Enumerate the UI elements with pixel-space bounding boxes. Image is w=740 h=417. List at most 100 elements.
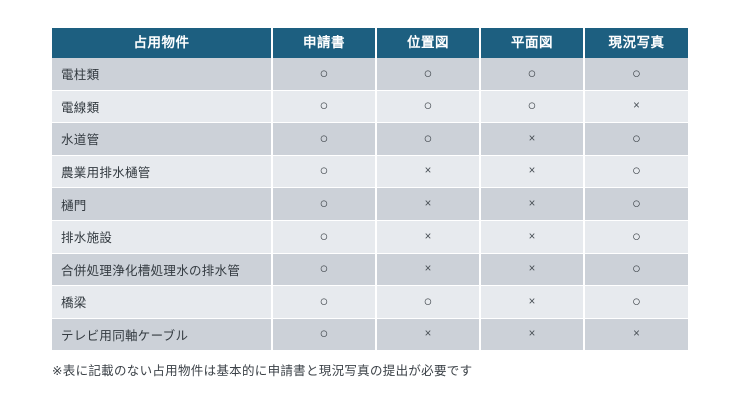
- cell-location-map: ○: [376, 285, 481, 319]
- cell-location-map: ×: [376, 253, 481, 287]
- table-header: 占用物件 申請書 位置図 平面図 現況写真: [52, 28, 688, 58]
- cross-icon: ×: [528, 132, 536, 145]
- circle-icon: ○: [319, 130, 329, 147]
- cross-icon: ×: [424, 230, 432, 243]
- cell-plan-view: ×: [480, 318, 585, 351]
- cross-icon: ×: [424, 197, 432, 210]
- cell-application: ○: [272, 220, 377, 254]
- circle-icon: ○: [319, 228, 329, 245]
- cell-plan-view: ×: [480, 122, 585, 156]
- cell-location-map: ×: [376, 318, 481, 351]
- cross-icon: ×: [528, 230, 536, 243]
- circle-icon: ○: [319, 65, 329, 82]
- circle-icon: ○: [632, 261, 641, 278]
- cross-icon: ×: [528, 295, 536, 308]
- cell-site-photo: ○: [584, 58, 688, 91]
- cell-plan-view: ○: [480, 90, 585, 124]
- cell-location-map: ×: [376, 155, 481, 189]
- column-header-application: 申請書: [272, 28, 377, 58]
- cell-location-map: ×: [376, 187, 481, 221]
- occupancy-table-container: 占用物件 申請書 位置図 平面図 現況写真 電柱類 ○ ○ ○ ○ 電線類 ○: [52, 28, 688, 351]
- cell-plan-view: ×: [480, 220, 585, 254]
- table-row: 農業用排水樋管 ○ × × ○: [52, 155, 688, 189]
- table-row: 電柱類 ○ ○ ○ ○: [52, 58, 688, 91]
- cell-plan-view: ○: [480, 58, 585, 91]
- cell-plan-view: ×: [480, 155, 585, 189]
- cell-application: ○: [272, 155, 377, 189]
- circle-icon: ○: [423, 65, 433, 82]
- circle-icon: ○: [423, 293, 433, 310]
- row-label: 合併処理浄化槽処理水の排水管: [52, 253, 273, 287]
- cell-site-photo: ○: [584, 155, 688, 189]
- cross-icon: ×: [528, 197, 536, 210]
- table-row: 合併処理浄化槽処理水の排水管 ○ × × ○: [52, 253, 688, 287]
- cell-location-map: ○: [376, 122, 481, 156]
- cell-plan-view: ×: [480, 285, 585, 319]
- cross-icon: ×: [528, 328, 536, 341]
- row-label: 電線類: [52, 90, 273, 124]
- cell-location-map: ○: [376, 58, 481, 91]
- circle-icon: ○: [632, 65, 641, 82]
- row-label: 電柱類: [52, 58, 273, 91]
- circle-icon: ○: [527, 65, 537, 82]
- circle-icon: ○: [319, 293, 329, 310]
- table-row: 橋梁 ○ ○ × ○: [52, 285, 688, 319]
- circle-icon: ○: [319, 98, 329, 115]
- cell-location-map: ○: [376, 90, 481, 124]
- cell-site-photo: ○: [584, 285, 688, 319]
- cross-icon: ×: [424, 165, 432, 178]
- cell-site-photo: ○: [584, 122, 688, 156]
- circle-icon: ○: [527, 98, 537, 115]
- cross-icon: ×: [633, 328, 640, 341]
- table-footnote: ※表に記載のない占用物件は基本的に申請書と現況写真の提出が必要です: [52, 364, 473, 378]
- circle-icon: ○: [632, 293, 641, 310]
- circle-icon: ○: [632, 195, 641, 212]
- table-header-row: 占用物件 申請書 位置図 平面図 現況写真: [52, 28, 688, 58]
- cell-site-photo: ×: [584, 90, 688, 124]
- cell-application: ○: [272, 122, 377, 156]
- cell-plan-view: ×: [480, 187, 585, 221]
- row-label: テレビ用同軸ケーブル: [52, 318, 273, 351]
- cell-application: ○: [272, 187, 377, 221]
- table-row: テレビ用同軸ケーブル ○ × × ×: [52, 318, 688, 351]
- circle-icon: ○: [632, 130, 641, 147]
- table-row: 樋門 ○ × × ○: [52, 187, 688, 221]
- circle-icon: ○: [423, 130, 433, 147]
- column-header-plan-view: 平面図: [480, 28, 585, 58]
- table-row: 電線類 ○ ○ ○ ×: [52, 90, 688, 124]
- table-row: 水道管 ○ ○ × ○: [52, 122, 688, 156]
- cell-application: ○: [272, 90, 377, 124]
- row-label: 橋梁: [52, 285, 273, 319]
- table-row: 排水施設 ○ × × ○: [52, 220, 688, 254]
- cell-site-photo: ×: [584, 318, 688, 351]
- cell-location-map: ×: [376, 220, 481, 254]
- row-label: 水道管: [52, 122, 273, 156]
- cell-plan-view: ×: [480, 253, 585, 287]
- circle-icon: ○: [319, 163, 329, 180]
- cell-site-photo: ○: [584, 253, 688, 287]
- circle-icon: ○: [319, 326, 329, 343]
- row-label: 農業用排水樋管: [52, 155, 273, 189]
- cross-icon: ×: [633, 100, 640, 113]
- table-body: 電柱類 ○ ○ ○ ○ 電線類 ○ ○ ○ × 水道管 ○ ○ ×: [52, 58, 688, 351]
- circle-icon: ○: [632, 228, 641, 245]
- column-header-location-map: 位置図: [376, 28, 481, 58]
- cell-application: ○: [272, 318, 377, 351]
- cell-site-photo: ○: [584, 187, 688, 221]
- cell-application: ○: [272, 58, 377, 91]
- cross-icon: ×: [424, 328, 432, 341]
- row-label: 排水施設: [52, 220, 273, 254]
- circle-icon: ○: [423, 98, 433, 115]
- cell-site-photo: ○: [584, 220, 688, 254]
- circle-icon: ○: [319, 195, 329, 212]
- occupancy-requirements-table: 占用物件 申請書 位置図 平面図 現況写真 電柱類 ○ ○ ○ ○ 電線類 ○: [52, 28, 688, 351]
- cross-icon: ×: [528, 165, 536, 178]
- cell-application: ○: [272, 285, 377, 319]
- column-header-site-photo: 現況写真: [584, 28, 688, 58]
- circle-icon: ○: [319, 261, 329, 278]
- row-label: 樋門: [52, 187, 273, 221]
- cell-application: ○: [272, 253, 377, 287]
- cross-icon: ×: [424, 263, 432, 276]
- circle-icon: ○: [632, 163, 641, 180]
